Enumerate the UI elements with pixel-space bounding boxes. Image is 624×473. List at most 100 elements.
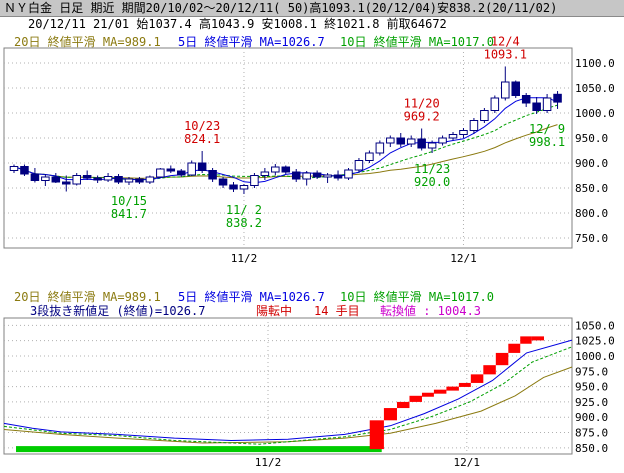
renko-up-brick [409, 395, 422, 402]
candle-body [281, 166, 291, 173]
candle-body [511, 81, 520, 96]
candle-body [354, 160, 364, 171]
candle-body [229, 184, 238, 190]
candle-body [135, 178, 144, 183]
candle-body [302, 172, 311, 180]
candle-body [41, 176, 50, 181]
candle-body [469, 120, 479, 131]
candle-body [51, 176, 61, 183]
candle-body [250, 175, 259, 186]
annotation-date: 11/ 2 [226, 203, 262, 217]
candle-body [82, 175, 92, 179]
candle-body [20, 166, 29, 175]
lower-ytick-label: 1000.0 [575, 350, 615, 363]
renko-up-brick [531, 336, 544, 341]
renko-up-brick [520, 336, 532, 344]
renko-up-brick [421, 392, 434, 397]
lower-xtick-label: 12/1 [454, 456, 481, 469]
renko-indicator-count: 14 手目 [314, 304, 360, 318]
candle-body [490, 97, 500, 111]
candle-body [480, 110, 489, 121]
candle-body [532, 102, 541, 111]
renko-up-brick [470, 374, 484, 383]
annotation-value: 998.1 [529, 135, 565, 149]
ohlc-info-line: 20/12/11 21/01 始1037.4 高1043.9 安1008.1 終… [28, 17, 447, 31]
lower-ytick-label: 875.0 [575, 427, 608, 440]
annotation-date: 12/ 9 [529, 122, 565, 136]
upper-xtick-label: 12/1 [450, 252, 477, 265]
annotation-value: 920.0 [414, 175, 450, 189]
upper-ytick-label: 1000.0 [575, 107, 615, 120]
lower-ytick-label: 925.0 [575, 396, 608, 409]
lower-ma20-line [3, 366, 573, 444]
renko-down-bar [16, 446, 382, 453]
lower-ma10-line [3, 346, 573, 445]
annotation-date: 11/23 [414, 162, 450, 176]
candle-body [291, 171, 301, 180]
candle-body [323, 174, 332, 178]
upper-legend-ma10: 10日 終値平滑 MA=1017.0 [340, 34, 494, 49]
renko-up-brick [458, 382, 471, 387]
lower-renko-chart: 20日 終値平滑 MA=989.1 5日 終値平滑 MA=1026.7 10日 終値… [3, 289, 615, 469]
candle-body [438, 137, 447, 144]
renko-up-brick [508, 343, 521, 353]
candle-body [145, 176, 155, 183]
annotation-date: 10/15 [111, 194, 147, 208]
renko-up-brick [369, 420, 384, 450]
candle-body [176, 170, 186, 176]
candle-body [260, 171, 270, 176]
candle-body [62, 181, 71, 185]
upper-ytick-label: 950.0 [575, 132, 608, 145]
upper-legend-ma20: 20日 終値平滑 MA=989.1 [14, 34, 161, 49]
candle-body [93, 177, 102, 181]
annotation-value: 969.2 [404, 110, 440, 124]
candle-body [166, 168, 176, 172]
upper-ytick-label: 1100.0 [575, 57, 615, 70]
renko-up-brick [483, 365, 496, 375]
annotation-value: 1093.1 [484, 47, 527, 61]
lower-ytick-label: 975.0 [575, 365, 608, 378]
candle-body [417, 138, 426, 149]
candle-body [72, 175, 81, 185]
lower-ma5-line [3, 339, 573, 442]
lower-ytick-label: 850.0 [575, 442, 608, 455]
candle-body [124, 178, 134, 183]
candle-body [521, 95, 531, 104]
window-title-bar: ＮＹ白金 日足 期近 期間20/10/02～20/12/11( 50)高1093… [0, 0, 624, 17]
upper-xtick-label: 11/2 [231, 252, 258, 265]
candle-body [114, 176, 123, 183]
lower-ytick-label: 950.0 [575, 381, 608, 394]
upper-ytick-label: 1050.0 [575, 82, 615, 95]
candle-body [312, 172, 322, 178]
candle-body [375, 142, 385, 154]
renko-indicator-reversal: 転換値 : 1004.3 [380, 303, 481, 318]
lower-ytick-label: 1050.0 [575, 319, 615, 332]
annotation-value: 838.2 [226, 216, 262, 230]
renko-up-brick [396, 401, 410, 409]
upper-ytick-label: 850.0 [575, 182, 608, 195]
upper-ytick-label: 800.0 [575, 207, 608, 220]
lower-xtick-label: 11/2 [255, 456, 282, 469]
candle-body [501, 81, 510, 99]
candle-body [218, 178, 228, 186]
candle-body [239, 185, 249, 190]
candle-body [459, 130, 468, 135]
candle-body [9, 166, 19, 171]
renko-up-brick [383, 408, 397, 421]
annotation-value: 824.1 [184, 132, 220, 146]
candle-body [542, 97, 552, 111]
renko-up-brick [433, 389, 447, 394]
candle-body [448, 134, 458, 139]
upper-legend-ma5: 5日 終値平滑 MA=1026.7 [178, 34, 325, 49]
upper-candlestick-chart: 20日 終値平滑 MA=989.1 5日 終値平滑 MA=1026.7 10日 終値… [3, 34, 615, 265]
candle-body [406, 138, 416, 145]
candle-body [187, 162, 196, 176]
upper-ytick-label: 900.0 [575, 157, 608, 170]
annotation-date: 10/23 [184, 119, 220, 133]
lower-ytick-label: 900.0 [575, 411, 608, 424]
candle-body [365, 152, 374, 161]
renko-up-brick [446, 386, 459, 391]
annotation-date: 11/20 [404, 97, 440, 111]
upper-ytick-label: 750.0 [575, 232, 608, 245]
